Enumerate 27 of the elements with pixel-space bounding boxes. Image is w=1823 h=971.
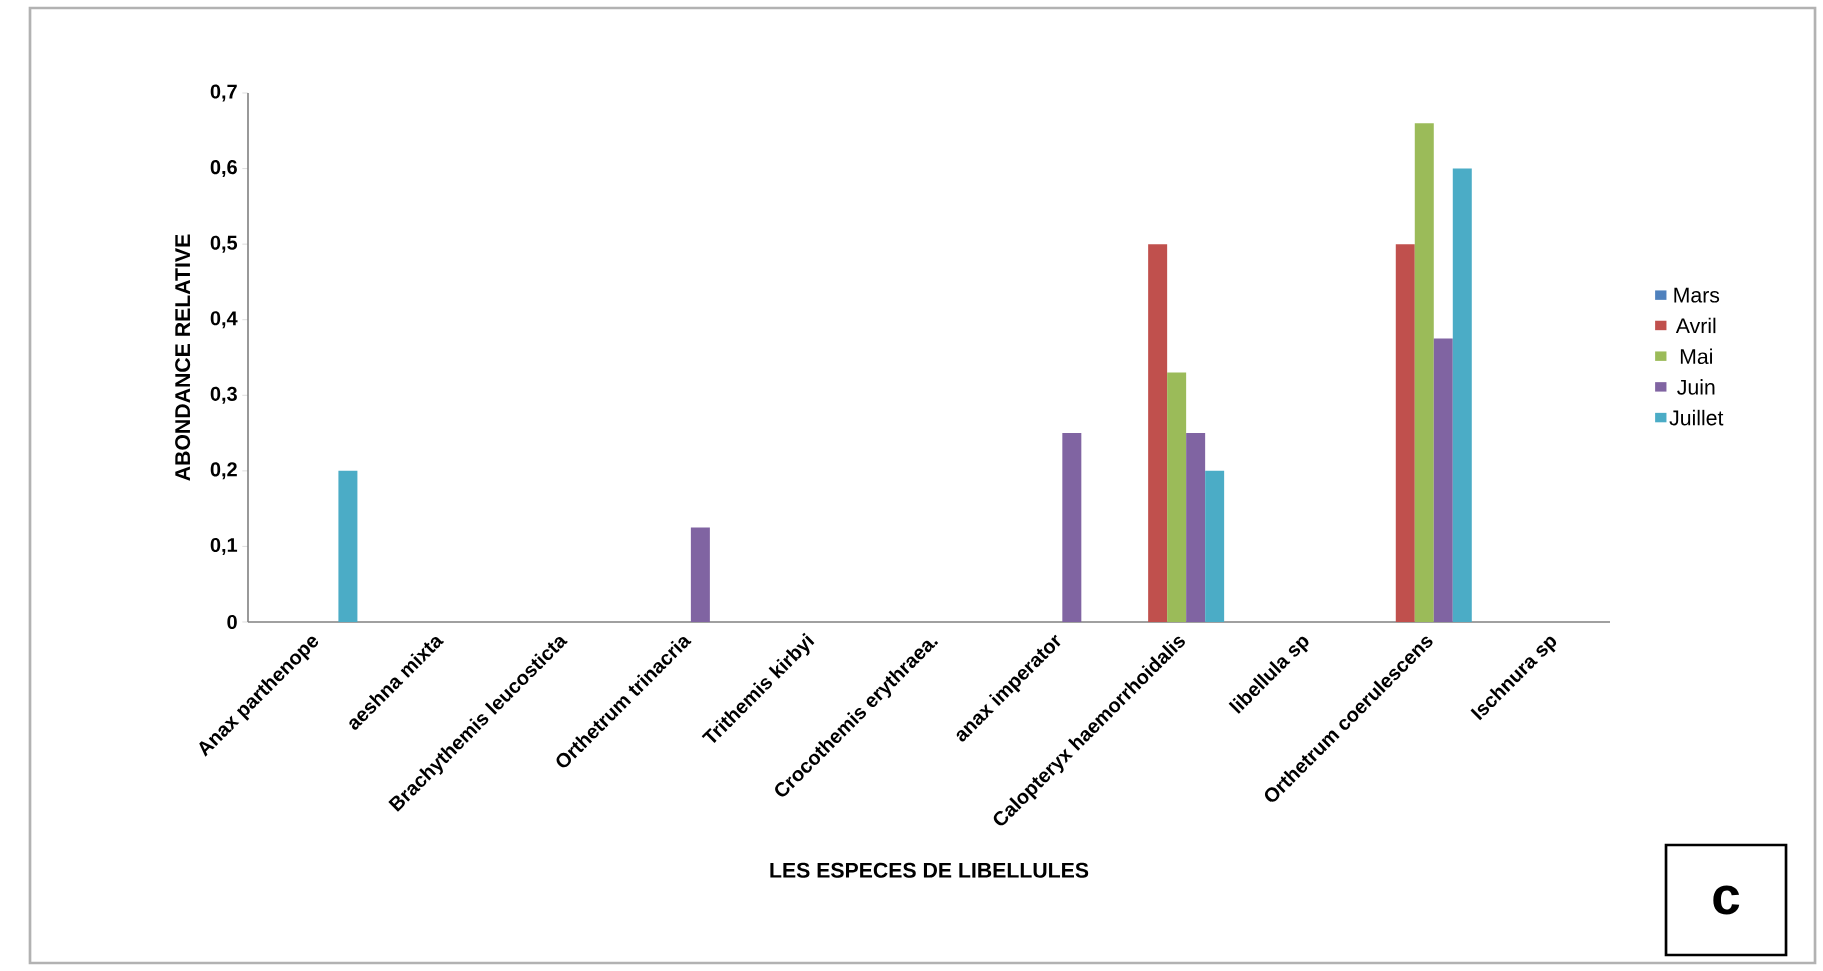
y-tick-label: 0,3 bbox=[210, 386, 237, 404]
bar bbox=[1167, 372, 1187, 622]
bar bbox=[1186, 433, 1206, 622]
bar bbox=[1414, 123, 1434, 622]
legend-label: Juin bbox=[1677, 379, 1715, 395]
y-tick-label: 0,5 bbox=[210, 235, 238, 253]
bar bbox=[1062, 433, 1082, 622]
y-tick-label: 0,1 bbox=[210, 537, 238, 555]
legend-label: Avril bbox=[1675, 317, 1716, 334]
x-axis-title: LES ESPECES DE LIBELLULES bbox=[770, 862, 1089, 878]
legend-label: Mars bbox=[1674, 287, 1720, 303]
bar bbox=[1148, 244, 1168, 622]
bar bbox=[1452, 168, 1472, 622]
legend-label: Mai bbox=[1680, 348, 1712, 365]
bar bbox=[338, 470, 358, 622]
bar bbox=[1395, 244, 1415, 622]
y-tick-label: 0,7 bbox=[210, 84, 237, 102]
y-tick-label: 0,6 bbox=[210, 160, 237, 178]
legend-label: Juillet bbox=[1669, 409, 1724, 426]
text: c bbox=[1713, 885, 1740, 915]
bar bbox=[1205, 470, 1225, 622]
bar bbox=[1433, 338, 1453, 622]
y-axis-title: ABONDANCE RELATIVE bbox=[175, 234, 191, 481]
y-tick-label: 0,4 bbox=[210, 311, 238, 329]
bar bbox=[690, 527, 710, 622]
y-tick-label: 0 bbox=[227, 614, 237, 630]
y-tick-label: 0,2 bbox=[210, 462, 237, 480]
